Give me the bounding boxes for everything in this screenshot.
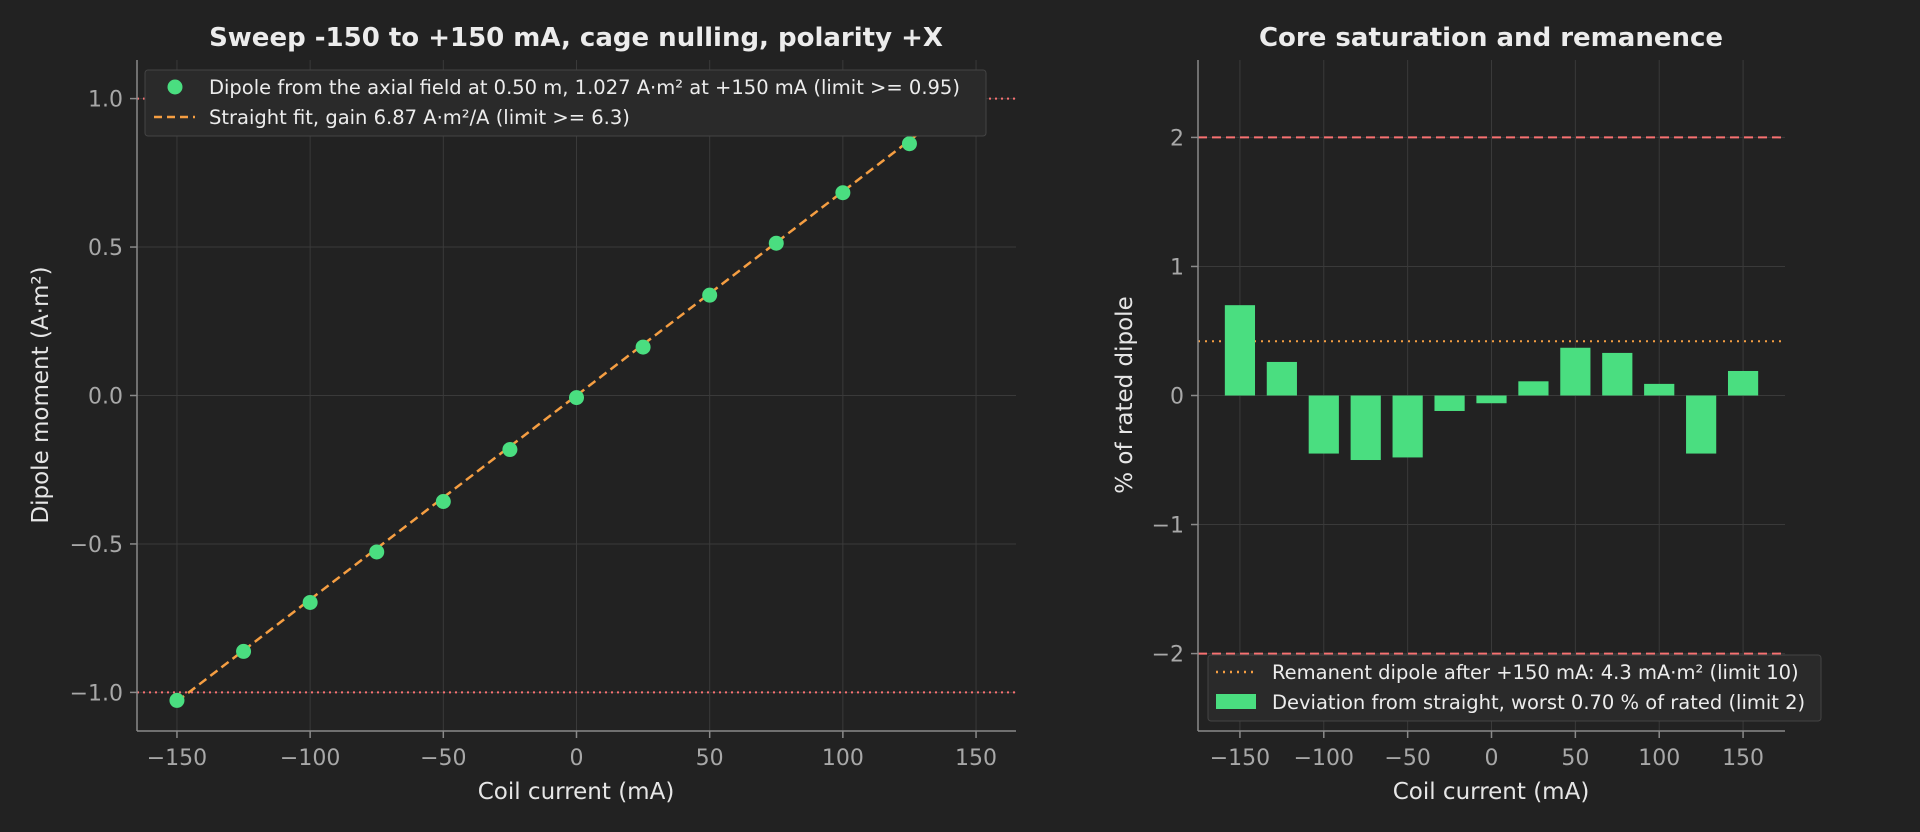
left-y-axis-label: Dipole moment (A·m²)	[28, 266, 54, 523]
deviation-bar-2	[1308, 395, 1339, 454]
dipole-point-0	[169, 692, 185, 708]
p2-x-tick-label-1: −100	[1294, 746, 1354, 771]
left-x-axis-label: Coil current (mA)	[478, 779, 675, 805]
deviation-bar-5	[1434, 395, 1465, 411]
legend-fit-label: Straight fit, gain 6.87 A·m²/A (limit >=…	[209, 106, 630, 129]
right-y-ticks: −2 −1 0 1 2	[1152, 126, 1198, 668]
p2-y-tick-label-1: −1	[1152, 514, 1184, 539]
right-chart-title: Core saturation and remanence	[1259, 23, 1723, 53]
left-legend: Dipole from the axial field at 0.50 m, 1…	[144, 69, 987, 137]
dipole-point-1	[236, 643, 252, 659]
right-legend-box	[1207, 654, 1822, 722]
p2-x-tick-label-3: 0	[1485, 746, 1499, 771]
deviation-bar-11	[1686, 395, 1717, 454]
legend-points-label: Dipole from the axial field at 0.50 m, 1…	[209, 76, 960, 99]
deviation-bar-12	[1727, 370, 1759, 396]
left-x-ticks: −150 −100 −50 0 50 100 150	[147, 731, 997, 771]
deviation-bar-4	[1392, 395, 1423, 458]
right-x-axis-label: Coil current (mA)	[1393, 779, 1590, 805]
p1-x-tick-label-6: 150	[955, 746, 997, 771]
left-y-ticks: −1.0 −0.5 0.0 0.5 1.0	[70, 88, 137, 706]
saturation-remanence-chart: −150 −100 −50 0 50 100 150 −2 −1 0 1 2 Core satura…	[1112, 23, 1822, 805]
legend-point-marker	[167, 79, 183, 95]
deviation-bar-10	[1644, 383, 1675, 396]
left-legend-box	[144, 69, 987, 137]
p1-x-tick-label-3: 0	[570, 746, 584, 771]
deviation-bar-8	[1560, 347, 1591, 396]
left-chart-title: Sweep -150 to +150 mA, cage nulling, pol…	[209, 23, 943, 53]
p2-x-tick-label-5: 100	[1638, 746, 1680, 771]
right-bars	[1224, 305, 1759, 461]
p2-y-tick-label-3: 1	[1170, 255, 1184, 280]
p2-x-tick-label-4: 50	[1561, 746, 1589, 771]
p2-y-tick-label-4: 2	[1170, 126, 1184, 151]
p1-y-tick-label-3: 0.5	[88, 236, 123, 261]
dipole-point-4	[435, 493, 451, 509]
p2-x-tick-label-2: −50	[1384, 746, 1430, 771]
dipole-point-11	[901, 136, 917, 152]
deviation-bar-1	[1266, 361, 1297, 396]
right-x-ticks: −150 −100 −50 0 50 100 150	[1210, 731, 1764, 771]
dipole-point-2	[302, 594, 318, 610]
p1-x-tick-label-0: −150	[147, 746, 207, 771]
deviation-bar-9	[1602, 352, 1633, 396]
dipole-point-3	[369, 544, 385, 560]
legend-bar-swatch	[1216, 694, 1256, 709]
p1-y-tick-label-0: −1.0	[70, 681, 123, 706]
legend-remanent-label: Remanent dipole after +150 mA: 4.3 mA·m²…	[1272, 661, 1799, 684]
dipole-point-9	[768, 235, 784, 251]
p2-y-tick-label-0: −2	[1152, 643, 1184, 668]
right-legend: Remanent dipole after +150 mA: 4.3 mA·m²…	[1207, 654, 1822, 722]
dipole-point-6	[569, 390, 584, 406]
p1-x-tick-label-5: 100	[822, 746, 864, 771]
p2-x-tick-label-0: −150	[1210, 746, 1270, 771]
dipole-sweep-chart: −150 −100 −50 0 50 100 150 −1.0 −0.5 0.0 0.5 1.0 S…	[28, 23, 1016, 805]
dipole-point-8	[702, 287, 718, 303]
p1-y-tick-label-4: 1.0	[88, 88, 123, 113]
deviation-bar-7	[1518, 381, 1549, 396]
deviation-bar-3	[1350, 395, 1381, 461]
p1-x-tick-label-2: −50	[420, 746, 466, 771]
p1-x-tick-label-4: 50	[696, 746, 724, 771]
deviation-bar-0	[1224, 305, 1256, 396]
p2-y-tick-label-2: 0	[1170, 385, 1184, 410]
dipole-point-10	[835, 185, 851, 201]
deviation-bar-6	[1476, 395, 1507, 404]
p1-y-tick-label-2: 0.0	[88, 385, 123, 410]
right-y-axis-label: % of rated dipole	[1112, 296, 1138, 493]
legend-deviation-label: Deviation from straight, worst 0.70 % of…	[1272, 691, 1805, 714]
dipole-point-7	[635, 339, 651, 355]
p1-x-tick-label-1: −100	[280, 746, 340, 771]
p1-y-tick-label-1: −0.5	[70, 533, 123, 558]
dipole-point-5	[502, 442, 518, 458]
p2-x-tick-label-6: 150	[1722, 746, 1764, 771]
